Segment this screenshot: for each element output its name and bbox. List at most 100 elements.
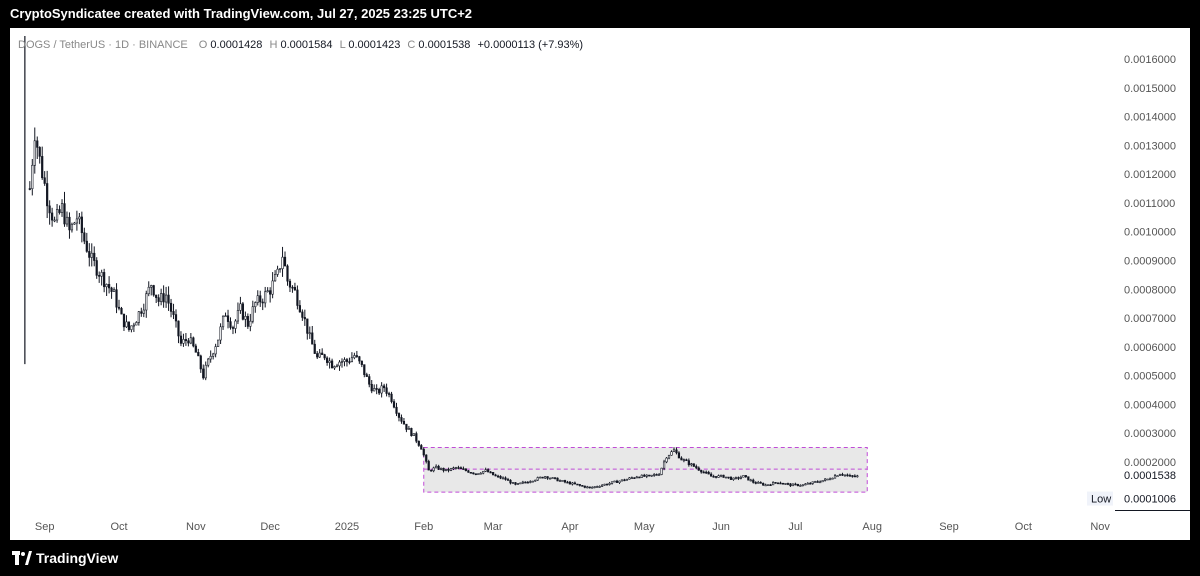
candle-body: [843, 474, 847, 477]
candle-body: [487, 469, 490, 473]
candle-body: [80, 216, 83, 234]
symbol-legend: DOGS / TetherUS · 1D · BINANCE O 0.00014…: [18, 39, 583, 51]
time-tick-label: Jul: [788, 521, 802, 533]
candle-body: [378, 389, 381, 394]
candle-body: [48, 205, 51, 214]
candle-body: [221, 315, 225, 328]
candle-body: [546, 476, 549, 479]
candle-body: [274, 274, 277, 282]
candle-body: [784, 483, 787, 485]
candle-body: [771, 482, 775, 486]
candle-body: [789, 483, 792, 487]
candle-body: [375, 388, 378, 390]
candle-body: [415, 433, 418, 442]
high-label: H: [269, 39, 277, 51]
price-tick-label: 0.0006000: [1124, 342, 1176, 354]
candle-body: [122, 313, 126, 328]
candle-body: [501, 477, 505, 480]
candle-body: [326, 357, 329, 363]
price-chart: 0.0016000 0.0015000 0.0014000 0.0013000 0.00…: [18, 36, 1190, 533]
candle-body: [239, 303, 242, 311]
candle-body: [511, 482, 515, 484]
candle-body: [296, 289, 299, 306]
candle-body: [281, 256, 284, 270]
candle-body: [474, 473, 477, 475]
candle-body: [293, 287, 297, 291]
candle-body: [828, 478, 832, 481]
candle-body: [479, 472, 482, 475]
candle-body: [816, 481, 819, 483]
candle-body: [831, 477, 834, 480]
candle-body: [499, 476, 502, 479]
candle-body: [387, 393, 391, 395]
candle-body: [33, 140, 36, 166]
candle-body: [539, 476, 542, 479]
candle-body: [633, 477, 636, 479]
candle-body: [177, 320, 180, 337]
candle-body: [710, 473, 713, 477]
candle-body: [630, 477, 633, 479]
candle-body: [65, 216, 69, 225]
candle-body: [217, 339, 220, 347]
candle-body: [519, 482, 522, 485]
candle-body: [757, 482, 760, 484]
candle-body: [199, 355, 202, 370]
candle-body: [380, 385, 383, 394]
candle-body: [697, 467, 700, 471]
candle-body: [112, 289, 116, 292]
candle-body: [164, 294, 168, 303]
candle-body: [373, 388, 376, 392]
candle-body: [603, 483, 606, 486]
time-tick-label: Oct: [110, 521, 127, 533]
candle-body: [804, 483, 807, 486]
candle-body: [259, 295, 262, 303]
candle-body: [358, 356, 361, 362]
candle-body: [234, 320, 237, 329]
candle-body: [551, 477, 554, 479]
candle-body: [397, 413, 401, 418]
candle-body: [167, 294, 170, 304]
candle-body: [524, 481, 527, 484]
candle-body: [794, 483, 797, 486]
candle-body: [672, 449, 676, 453]
candle-body: [814, 481, 817, 483]
time-axis: Sep Oct Nov Dec 2025 Feb Mar Apr May Jun Jul Aug Sep…: [35, 521, 1111, 533]
candle-body: [853, 475, 856, 478]
candle-body: [635, 476, 638, 479]
candle-body: [536, 477, 539, 481]
caption-bar: CryptoSyndicatee created with TradingVie…: [0, 0, 1200, 28]
candle-body: [261, 301, 264, 304]
candle-body: [786, 483, 790, 485]
candle-body: [152, 285, 155, 296]
candle-body: [224, 315, 227, 318]
candle-body: [427, 461, 430, 471]
svg-text:DOGS / TetherUS · 1D · BINANCE: DOGS / TetherUS · 1D · BINANCE O 0.00014…: [18, 39, 583, 51]
candle-body: [819, 481, 822, 484]
candle-body: [46, 183, 49, 207]
candle-body: [174, 314, 178, 322]
time-tick-label: Feb: [414, 521, 433, 533]
candle-body: [727, 476, 730, 479]
candle-body: [464, 468, 467, 471]
candle-body: [264, 291, 267, 304]
candle-body: [276, 268, 279, 275]
candle-body: [53, 219, 56, 222]
candle-body: [747, 476, 750, 481]
candle-body: [31, 164, 34, 190]
candle-body: [435, 465, 438, 469]
candle-body: [836, 475, 839, 477]
candle-body: [650, 474, 653, 477]
candle-body: [400, 417, 403, 422]
candle-body: [162, 293, 165, 303]
candle-body: [202, 368, 205, 379]
price-tick-label: 0.0014000: [1124, 112, 1176, 124]
time-tick-label: Sep: [939, 521, 959, 533]
open-label: O: [199, 39, 208, 51]
candle-body: [581, 485, 584, 487]
candle-body: [55, 209, 59, 221]
price-tick-label: 0.0005000: [1124, 371, 1176, 383]
candle-body: [212, 353, 215, 357]
candle-body: [231, 327, 235, 329]
price-tick-label: 0.0003000: [1124, 428, 1176, 440]
candle-body: [348, 361, 351, 363]
